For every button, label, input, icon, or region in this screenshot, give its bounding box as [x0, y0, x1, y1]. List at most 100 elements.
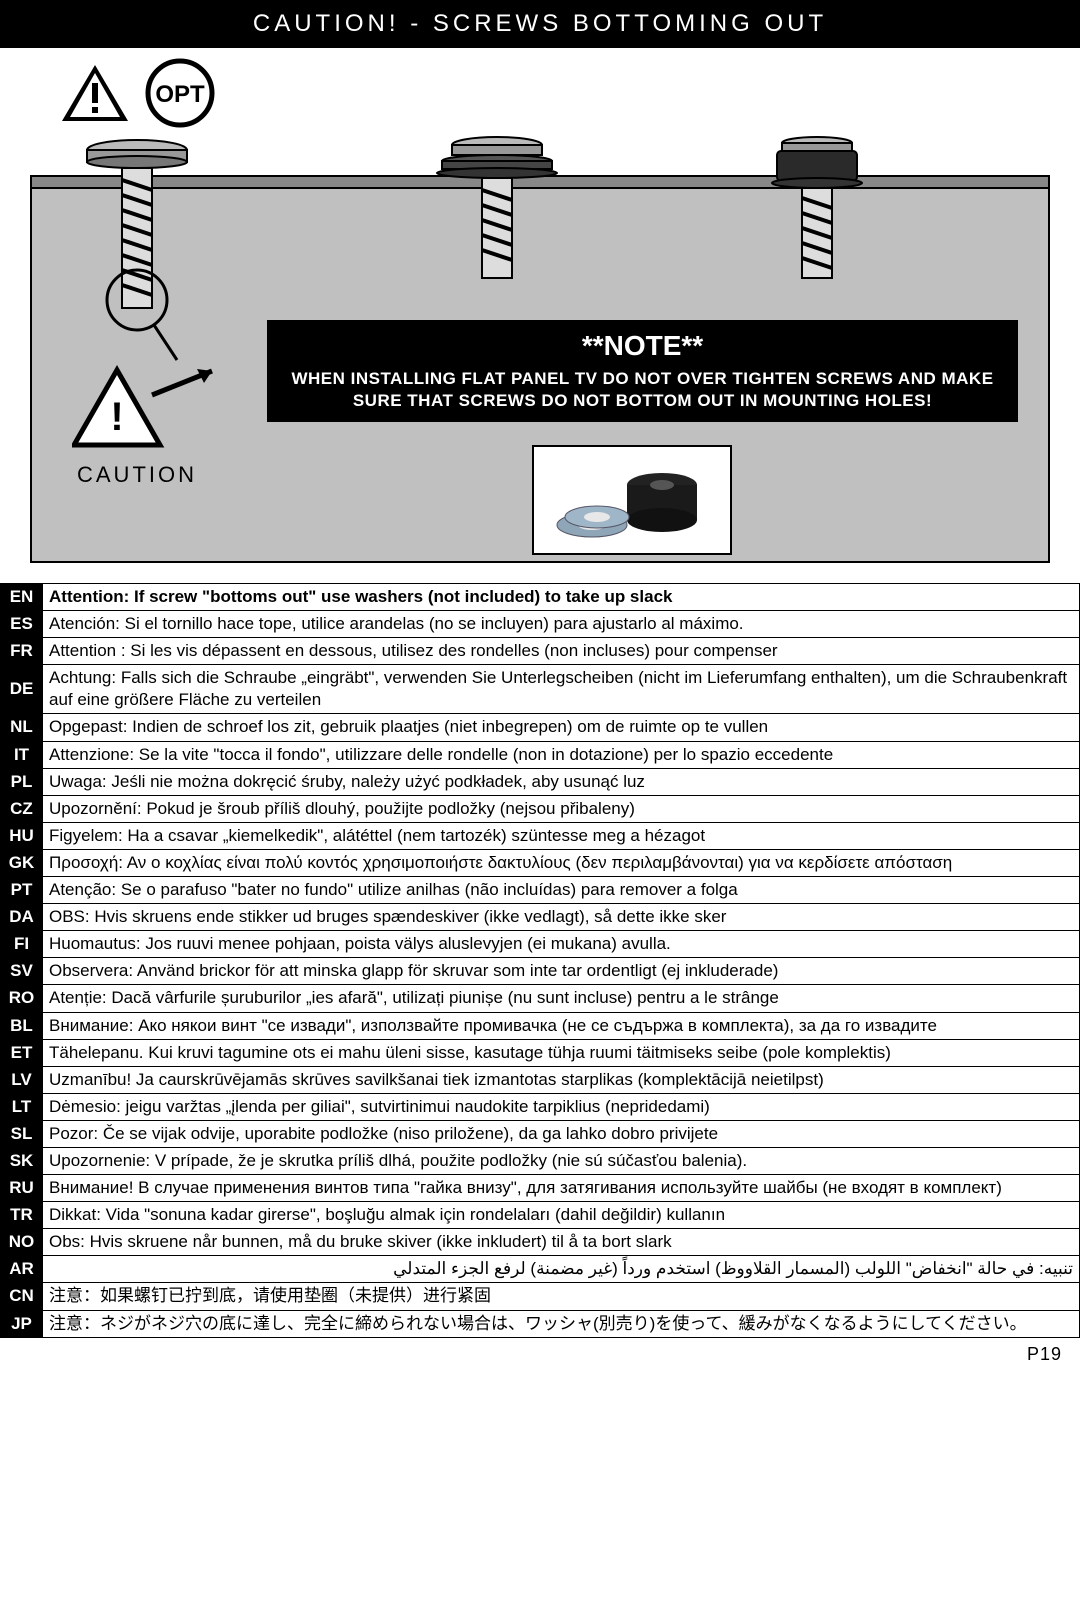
lang-text: Figyelem: Ha a csavar „kiemelkedik", alá…: [43, 822, 1080, 849]
washer-photo: [532, 445, 732, 555]
opt-icon: OPT: [145, 58, 215, 128]
table-row: ARتنبيه: في حالة "انخفاض" اللولب (المسما…: [1, 1256, 1080, 1283]
lang-text: Achtung: Falls sich die Schraube „eingrä…: [43, 665, 1080, 714]
table-row: ESAtención: Si el tornillo hace tope, ut…: [1, 611, 1080, 638]
table-row: NOObs: Hvis skruene når bunnen, må du br…: [1, 1229, 1080, 1256]
table-row: RUВнимание! В случае применения винтов т…: [1, 1175, 1080, 1202]
lang-code: LV: [1, 1066, 43, 1093]
washer-image-icon: [542, 455, 722, 545]
lang-code: CZ: [1, 795, 43, 822]
lang-text: Observera: Använd brickor för att minska…: [43, 958, 1080, 985]
page-header: CAUTION! - SCREWS BOTTOMING OUT: [0, 0, 1080, 48]
lang-text: Προσοχή: Αν ο κοχλίας είναι πολύ κοντός …: [43, 849, 1080, 876]
caution-label: CAUTION: [77, 462, 252, 488]
table-row: ROAtenție: Dacă vârfurile șuruburilor „i…: [1, 985, 1080, 1012]
lang-code: JP: [1, 1310, 43, 1337]
lang-text: تنبيه: في حالة "انخفاض" اللولب (المسمار …: [43, 1256, 1080, 1283]
table-row: PTAtenção: Se o parafuso "bater no fundo…: [1, 877, 1080, 904]
table-row: FIHuomautus: Jos ruuvi menee pohjaan, po…: [1, 931, 1080, 958]
lang-text: Obs: Hvis skruene når bunnen, må du bruk…: [43, 1229, 1080, 1256]
lang-text: 注意：如果螺钉已拧到底，请使用垫圈（未提供）进行紧固: [43, 1283, 1080, 1310]
lang-code: SK: [1, 1147, 43, 1174]
lang-code: LT: [1, 1093, 43, 1120]
lang-text: Uzmanību! Ja caurskrūvējamās skrūves sav…: [43, 1066, 1080, 1093]
note-box: **NOTE** WHEN INSTALLING FLAT PANEL TV D…: [267, 320, 1018, 422]
screw-spacer-icon: [752, 135, 882, 295]
lang-text: Upozornenie: V prípade, že je skrutka pr…: [43, 1147, 1080, 1174]
table-row: SVObservera: Använd brickor för att mins…: [1, 958, 1080, 985]
lang-text: Attenzione: Se la vite "tocca il fondo",…: [43, 741, 1080, 768]
lang-code: NO: [1, 1229, 43, 1256]
lang-code: AR: [1, 1256, 43, 1283]
caution-group: ! CAUTION: [72, 365, 252, 488]
table-row: JP注意：ネジがネジ穴の底に達し、完全に締められない場合は、ワッシャ(別売り)を…: [1, 1310, 1080, 1337]
svg-text:!: !: [110, 395, 123, 439]
icons-row: OPT: [60, 58, 1050, 128]
lang-text: Atenție: Dacă vârfurile șuruburilor „ies…: [43, 985, 1080, 1012]
table-row: ITAttenzione: Se la vite "tocca il fondo…: [1, 741, 1080, 768]
lang-code: RU: [1, 1175, 43, 1202]
lang-code: HU: [1, 822, 43, 849]
table-row: ENAttention: If screw "bottoms out" use …: [1, 584, 1080, 611]
table-row: LVUzmanību! Ja caurskrūvējamās skrūves s…: [1, 1066, 1080, 1093]
table-row: ETTähelepanu. Kui kruvi tagumine ots ei …: [1, 1039, 1080, 1066]
lang-text: 注意：ネジがネジ穴の底に達し、完全に締められない場合は、ワッシャ(別売り)を使っ…: [43, 1310, 1080, 1337]
lang-code: SL: [1, 1120, 43, 1147]
table-row: CN注意：如果螺钉已拧到底，请使用垫圈（未提供）进行紧固: [1, 1283, 1080, 1310]
lang-text: Uwaga: Jeśli nie można dokręcić śruby, n…: [43, 768, 1080, 795]
table-row: SKUpozornenie: V prípade, že je skrutka …: [1, 1147, 1080, 1174]
lang-text: Attention : Si les vis dépassent en dess…: [43, 638, 1080, 665]
lang-code: CN: [1, 1283, 43, 1310]
lang-text: Tähelepanu. Kui kruvi tagumine ots ei ma…: [43, 1039, 1080, 1066]
lang-text: Attention: If screw "bottoms out" use wa…: [43, 584, 1080, 611]
lang-text: Upozornění: Pokud je šroub příliš dlouhý…: [43, 795, 1080, 822]
lang-code: SV: [1, 958, 43, 985]
table-row: BLВнимание: Ако някои винт "се извади", …: [1, 1012, 1080, 1039]
table-row: CZUpozornění: Pokud je šroub příliš dlou…: [1, 795, 1080, 822]
lang-code: RO: [1, 985, 43, 1012]
lang-text: Huomautus: Jos ruuvi menee pohjaan, pois…: [43, 931, 1080, 958]
lang-code: BL: [1, 1012, 43, 1039]
table-row: DAOBS: Hvis skruens ende stikker ud brug…: [1, 904, 1080, 931]
lang-code: NL: [1, 714, 43, 741]
lang-code: FI: [1, 931, 43, 958]
lang-text: Atención: Si el tornillo hace tope, util…: [43, 611, 1080, 638]
lang-text: OBS: Hvis skruens ende stikker ud bruges…: [43, 904, 1080, 931]
note-title: **NOTE**: [287, 330, 998, 362]
table-row: DEAchtung: Falls sich die Schraube „eing…: [1, 665, 1080, 714]
caution-arrow-icon: !: [72, 365, 252, 455]
table-row: FRAttention : Si les vis dépassent en de…: [1, 638, 1080, 665]
lang-text: Dėmesio: jeigu varžtas „įlenda per gilia…: [43, 1093, 1080, 1120]
lang-code: FR: [1, 638, 43, 665]
lang-code: DA: [1, 904, 43, 931]
page-number: P19: [0, 1338, 1080, 1369]
lang-text: Atenção: Se o parafuso "bater no fundo" …: [43, 877, 1080, 904]
lang-code: ET: [1, 1039, 43, 1066]
table-row: SLPozor: Če se vijak odvije, uporabite p…: [1, 1120, 1080, 1147]
lang-text: Внимание! В случае применения винтов тип…: [43, 1175, 1080, 1202]
lang-code: PL: [1, 768, 43, 795]
note-body: WHEN INSTALLING FLAT PANEL TV DO NOT OVE…: [287, 368, 998, 412]
lang-code: PT: [1, 877, 43, 904]
lang-code: TR: [1, 1202, 43, 1229]
screw-washer-icon: [432, 135, 562, 295]
table-row: NLOpgepast: Indien de schroef los zit, g…: [1, 714, 1080, 741]
table-row: TRDikkat: Vida "sonuna kadar girerse", b…: [1, 1202, 1080, 1229]
language-table: ENAttention: If screw "bottoms out" use …: [0, 583, 1080, 1338]
svg-text:OPT: OPT: [155, 81, 205, 108]
lang-code: GK: [1, 849, 43, 876]
table-row: PLUwaga: Jeśli nie można dokręcić śruby,…: [1, 768, 1080, 795]
diagram-area: OPT: [0, 48, 1080, 563]
lang-code: DE: [1, 665, 43, 714]
warning-triangle-icon: [60, 63, 130, 123]
lang-code: ES: [1, 611, 43, 638]
lang-code: IT: [1, 741, 43, 768]
screw-bottoming-icon: [82, 135, 192, 365]
lang-text: Pozor: Če se vijak odvije, uporabite pod…: [43, 1120, 1080, 1147]
lang-text: Внимание: Ако някои винт "се извади", из…: [43, 1012, 1080, 1039]
table-row: LTDėmesio: jeigu varžtas „įlenda per gil…: [1, 1093, 1080, 1120]
screws-illustration: ! CAUTION **NOTE** WHEN INSTALLING FLAT …: [30, 183, 1050, 563]
lang-text: Dikkat: Vida "sonuna kadar girerse", boş…: [43, 1202, 1080, 1229]
table-row: GKΠροσοχή: Αν ο κοχλίας είναι πολύ κοντό…: [1, 849, 1080, 876]
lang-text: Opgepast: Indien de schroef los zit, geb…: [43, 714, 1080, 741]
